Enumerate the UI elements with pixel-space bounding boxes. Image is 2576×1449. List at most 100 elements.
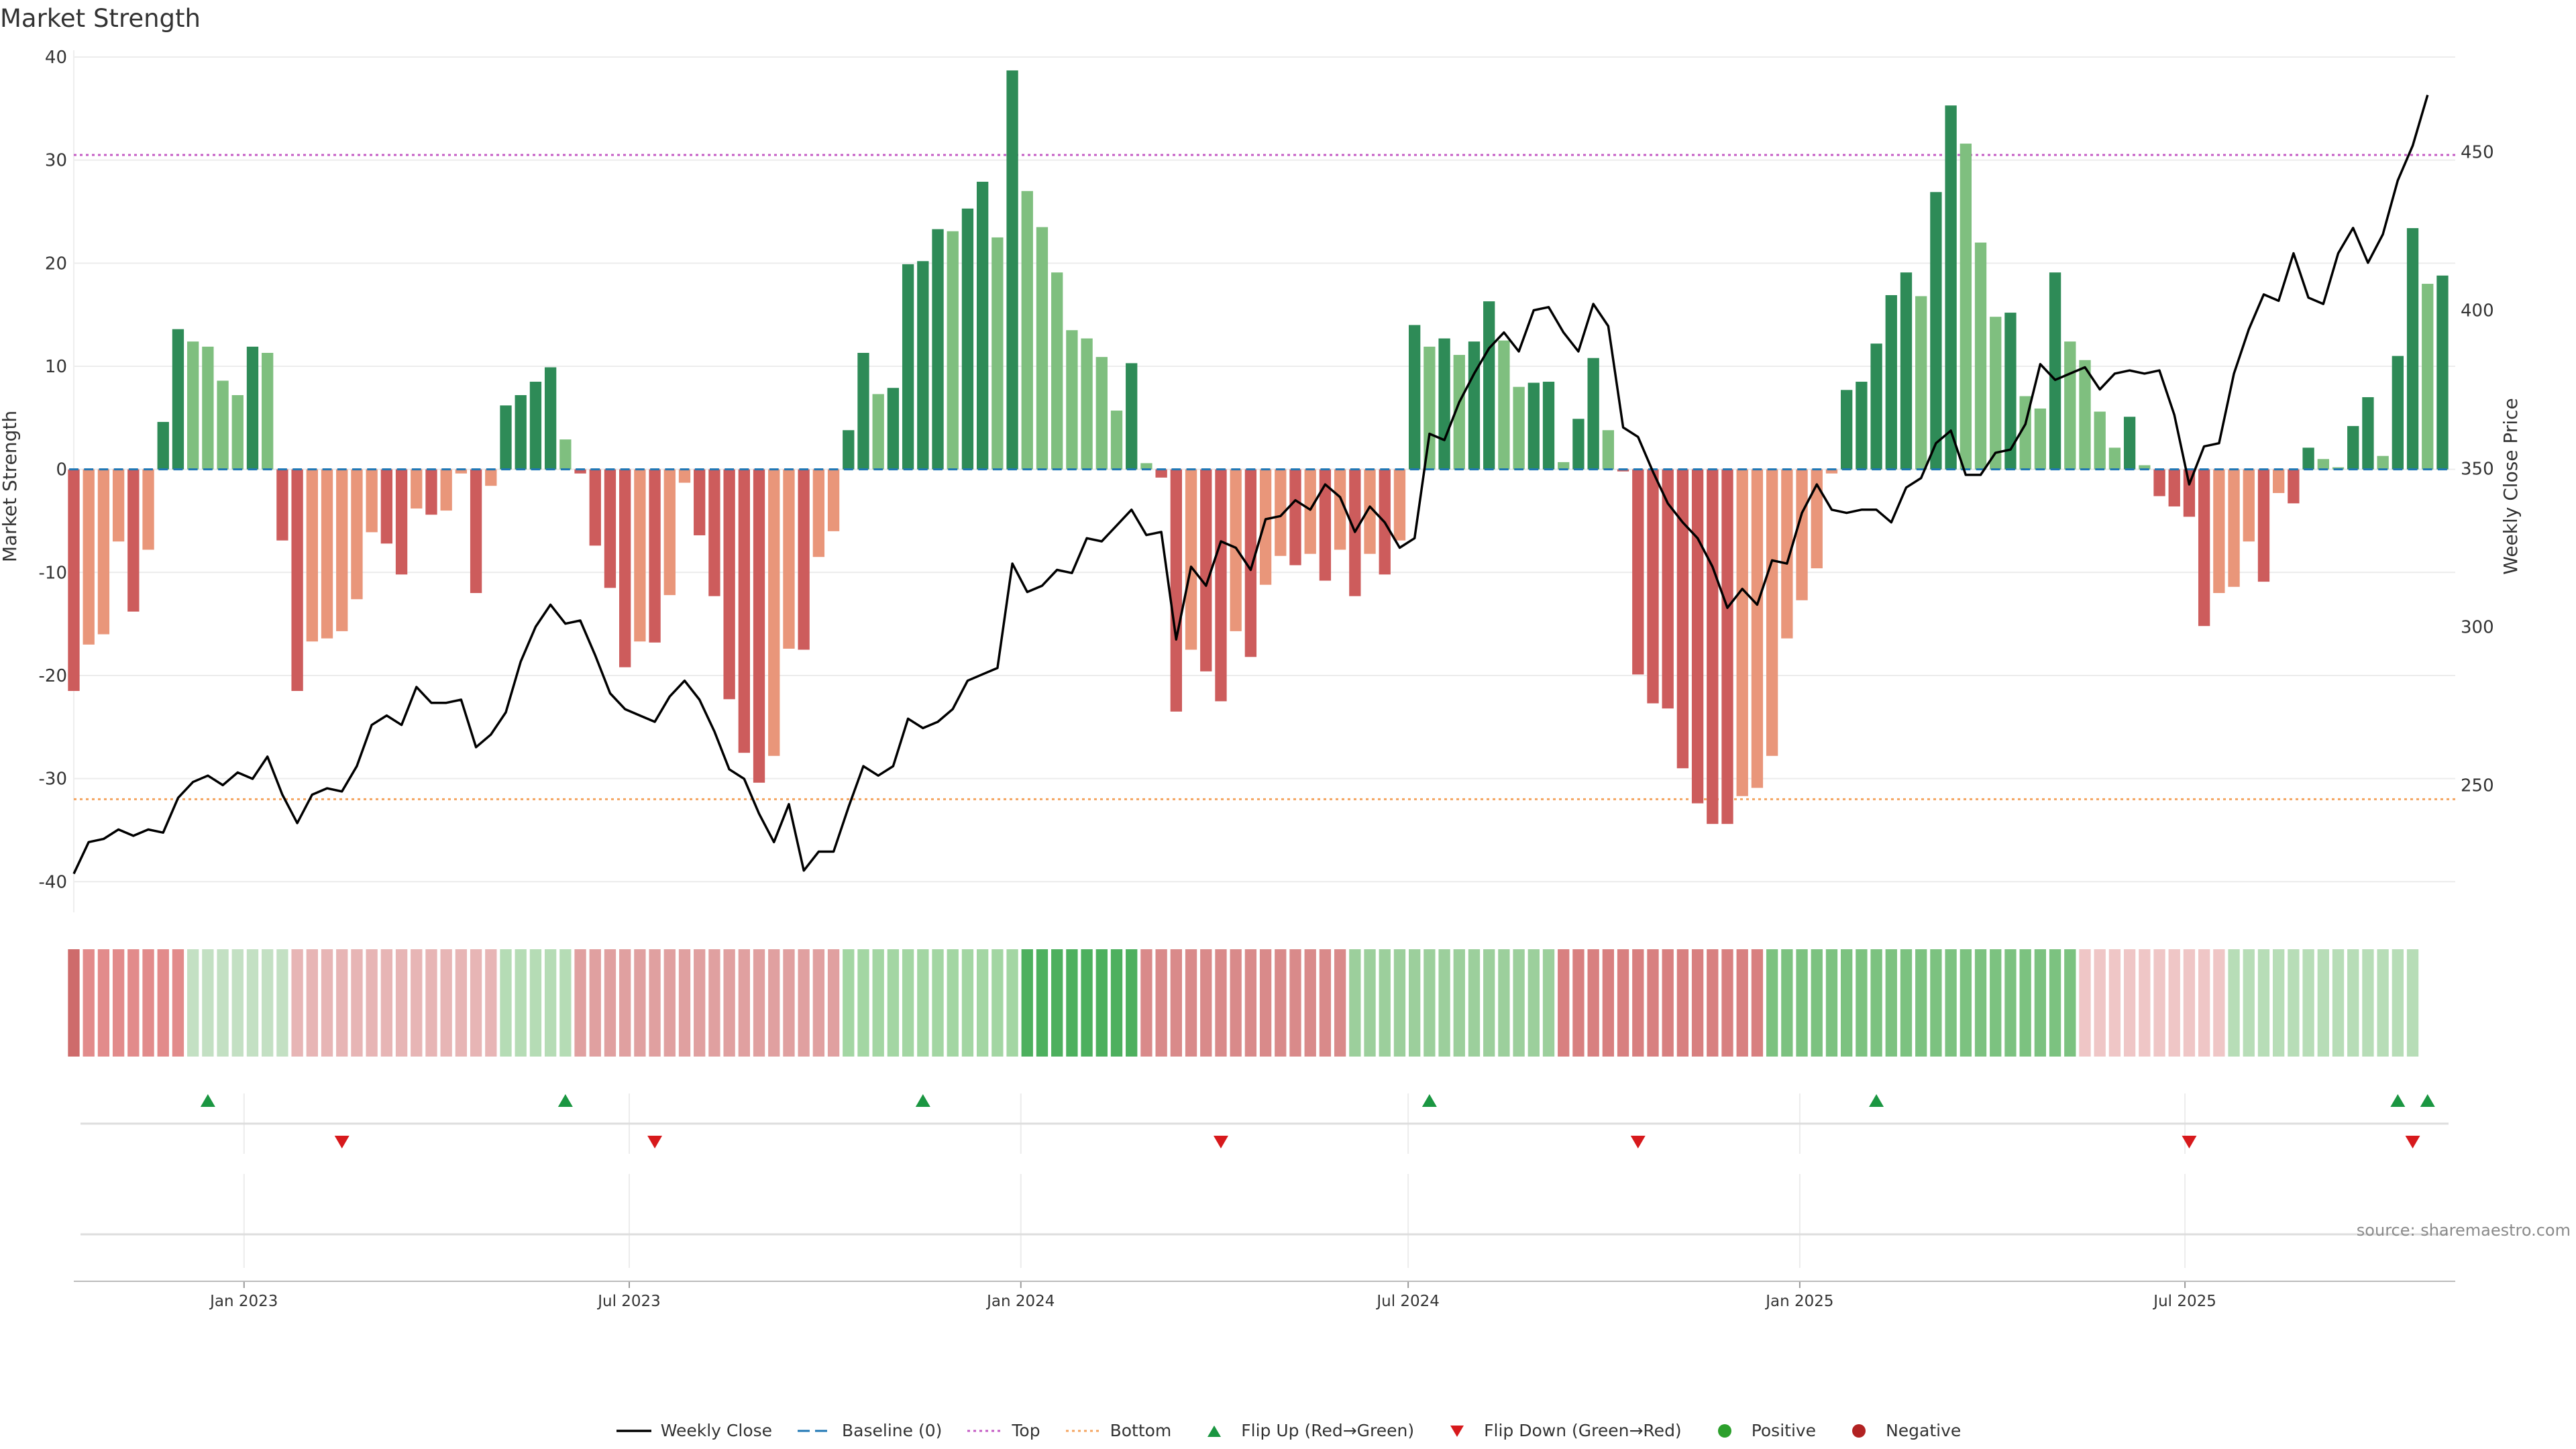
flip-down-marker <box>1213 1136 1228 1148</box>
legend-label: Negative <box>1886 1421 1962 1440</box>
strength-bar <box>1558 462 1570 470</box>
strip-cell <box>2362 949 2374 1057</box>
strip-cell <box>1438 949 1450 1057</box>
strip-cell <box>1006 949 1018 1057</box>
strength-bar <box>2243 469 2255 542</box>
y-tick-label: -10 <box>39 563 67 583</box>
strip-cell <box>276 949 288 1057</box>
y2-tick-label: 300 <box>2461 617 2494 637</box>
strength-bar <box>902 264 914 470</box>
legend-swatch <box>1852 1424 1866 1438</box>
x-tick-label: Jul 2024 <box>1375 1293 1440 1310</box>
strength-bar <box>515 395 527 470</box>
strength-bar <box>1140 463 1152 470</box>
x-tick-label: Jul 2025 <box>2152 1293 2216 1310</box>
strip-cell <box>1856 949 1868 1057</box>
strip-cell <box>1200 949 1212 1057</box>
strip-cell <box>500 949 512 1057</box>
strength-bar <box>589 469 601 546</box>
strip-cell <box>1393 949 1406 1057</box>
strip-cell <box>887 949 900 1057</box>
strip-cell <box>2079 949 2091 1057</box>
y2-tick-label: 450 <box>2461 143 2494 163</box>
strength-bar <box>470 469 482 594</box>
flip-up-marker <box>1421 1094 1437 1107</box>
strength-bar <box>2139 465 2151 470</box>
strip-cell <box>2317 949 2329 1057</box>
strength-bar <box>738 469 750 753</box>
legend-swatch <box>798 1430 833 1432</box>
strength-bar <box>1736 469 1748 796</box>
strength-bar <box>559 439 572 470</box>
y-tick-label: -40 <box>39 872 67 892</box>
strip-cell <box>2004 949 2017 1057</box>
strength-bar <box>1095 357 1108 470</box>
legend-swatch <box>1450 1425 1464 1437</box>
strength-bar <box>425 469 437 515</box>
legend-triangle-down <box>1450 1425 1464 1437</box>
strip-cell <box>2243 949 2255 1057</box>
y-tick-label: 0 <box>56 460 67 480</box>
legend-item-baseline: Baseline (0) <box>796 1421 942 1440</box>
strip-cell <box>1870 949 1882 1057</box>
strength-bar <box>574 469 586 474</box>
strip-cell <box>1825 949 1838 1057</box>
legend-label: Bottom <box>1110 1421 1172 1440</box>
strip-cell <box>2049 949 2061 1057</box>
strength-bar <box>2123 417 2136 470</box>
strip-cell <box>529 949 542 1057</box>
strength-bar <box>2273 469 2285 493</box>
strip-cell <box>1915 949 1927 1057</box>
strip-cell <box>544 949 557 1057</box>
y-tick-label: -20 <box>39 666 67 686</box>
strip-cell <box>2406 949 2419 1057</box>
strength-bar <box>529 382 542 470</box>
strength-bar <box>2168 469 2180 506</box>
strength-bar <box>1766 469 1778 756</box>
strip-cell <box>380 949 393 1057</box>
legend-label: Flip Down (Green→Red) <box>1484 1421 1682 1440</box>
strength-bar <box>1527 382 1540 470</box>
flip-down-marker <box>1630 1136 1646 1148</box>
strength-bar <box>991 237 1004 470</box>
strip-cell <box>574 949 586 1057</box>
strength-bar <box>202 346 214 470</box>
strength-bar <box>68 469 80 691</box>
strength-bar <box>1707 469 1719 824</box>
strip-cell <box>1662 949 1674 1057</box>
strength-bar <box>619 469 631 667</box>
strip-cell <box>2198 949 2210 1057</box>
strip-cell <box>559 949 572 1057</box>
strength-bar <box>321 469 333 639</box>
legend-swatch <box>616 1429 651 1432</box>
legend-item-flip-down: Flip Down (Green→Red) <box>1438 1421 1682 1440</box>
strength-bar <box>827 469 840 531</box>
strip-cell <box>1811 949 1823 1057</box>
chart-title: Market Strength <box>0 4 201 33</box>
strength-bar <box>1021 191 1033 470</box>
y2-axis-label: Weekly Close Price <box>2500 398 2522 574</box>
strip-cell <box>425 949 437 1057</box>
strip-cell <box>1349 949 1361 1057</box>
strength-bar <box>1691 469 1704 804</box>
strip-cell <box>1676 949 1689 1057</box>
strength-bar <box>1542 382 1555 470</box>
strength-bar <box>217 380 229 470</box>
strip-cell <box>97 949 110 1057</box>
strength-bar <box>2347 426 2359 470</box>
strength-bar <box>1721 469 1733 824</box>
strip-cell <box>753 949 765 1057</box>
strength-bar <box>1856 382 1868 470</box>
strip-cell <box>1021 949 1033 1057</box>
legend-item-negative: Negative <box>1840 1421 1961 1440</box>
strength-bar <box>127 469 140 612</box>
strip-cell <box>440 949 452 1057</box>
strength-bar <box>1781 469 1793 639</box>
x-tick-label: Jan 2025 <box>1764 1293 1833 1310</box>
strength-bar <box>1513 386 1525 470</box>
strength-bar <box>291 469 303 691</box>
strip-cell <box>2123 949 2136 1057</box>
flip-up-marker <box>200 1094 215 1107</box>
strip-cell <box>1110 949 1123 1057</box>
strength-bar <box>1870 343 1882 470</box>
